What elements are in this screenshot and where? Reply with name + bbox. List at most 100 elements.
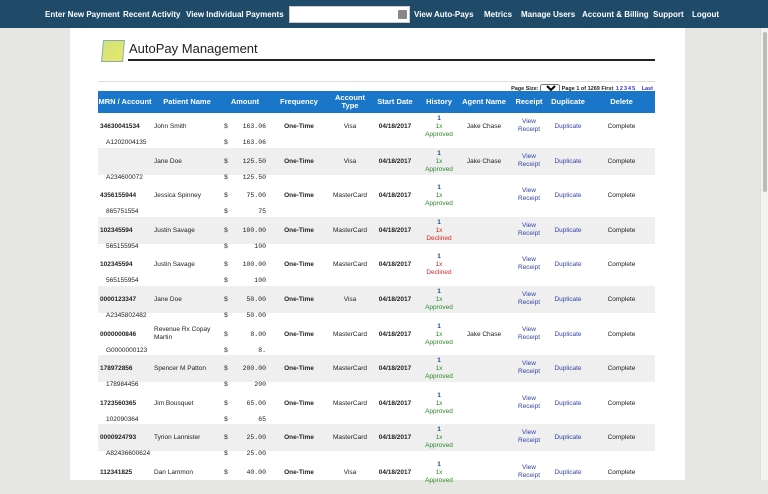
table-row: 4356155944 865751554 Jessica Spinney $75.00… — [98, 182, 655, 217]
duplicate-link[interactable]: Duplicate — [554, 226, 582, 234]
nav-logout[interactable]: Logout — [692, 10, 720, 19]
view-receipt-link[interactable]: View Receipt — [517, 221, 541, 237]
nav-manage-users[interactable]: Manage Users — [521, 10, 576, 19]
history-h2: 1x — [435, 192, 443, 200]
account-number: A82436600624 — [106, 450, 151, 458]
duplicate-link[interactable]: Duplicate — [554, 330, 582, 338]
frequency: One-Time — [284, 226, 314, 234]
view-receipt-link[interactable]: View Receipt — [517, 429, 541, 445]
autopay-table: 34630041534 A1202004135 John Smith $163.06 $… — [98, 113, 655, 494]
view-receipt-link[interactable]: View Receipt — [517, 394, 541, 410]
delete-status: Complete — [607, 434, 636, 442]
history-status: Approved — [425, 200, 453, 208]
column-header: Duplicate — [551, 97, 585, 106]
nav-recent-activity[interactable]: Recent Activity — [123, 10, 181, 19]
table-row: 102345594 565155954 Justin Savage $100.00 $1… — [98, 251, 655, 286]
nav-enter-new-payment[interactable]: Enter New Payment — [45, 10, 120, 19]
nav-support[interactable]: Support — [653, 10, 684, 19]
currency-symbol: $ — [224, 346, 228, 354]
history: 1 1x Approved — [420, 392, 458, 416]
nav-metrics[interactable]: Metrics — [484, 10, 513, 19]
table-row: 34630041534 A1202004135 John Smith $163.06 $… — [98, 113, 655, 148]
amount-secondary: 8. — [258, 346, 266, 354]
history-h2: 1x — [435, 123, 443, 130]
amount: 25.00 — [246, 434, 266, 442]
view-receipt-link[interactable]: View Receipt — [517, 118, 541, 133]
delete-status: Complete — [607, 157, 636, 165]
history-status: Approved — [425, 407, 453, 415]
page-link-1[interactable]: 1 — [615, 86, 619, 92]
frequency: One-Time — [284, 261, 314, 269]
nav-view-auto-pays[interactable]: View Auto-Pays — [414, 10, 474, 19]
start-date: 04/18/2017 — [378, 365, 412, 373]
page-title: AutoPay Management — [129, 41, 258, 56]
currency-symbol: $ — [224, 123, 228, 130]
history: 1 1x Approved — [420, 150, 458, 174]
scrollbar[interactable] — [760, 28, 768, 480]
search-icon[interactable] — [398, 10, 407, 19]
page-size-label: Page Size: — [511, 86, 539, 92]
amount-secondary: 125.50 — [242, 173, 266, 181]
nav-account-billing[interactable]: Account & Billing — [582, 10, 649, 19]
currency-symbol: $ — [224, 295, 228, 303]
account-number: A234600072 — [106, 173, 143, 181]
delete-status: Complete — [607, 365, 636, 373]
nav-view-individual-payments[interactable]: View Individual Payments — [186, 10, 284, 19]
view-receipt-link[interactable]: View Receipt — [517, 463, 541, 479]
duplicate-link[interactable]: Duplicate — [554, 157, 582, 165]
history: 1 1x Approved — [420, 357, 458, 381]
table-row: 112341825 Dan Lammon $40.00 One-Time Visa 04/… — [98, 459, 655, 494]
account-type: MasterCard — [333, 226, 367, 234]
duplicate-link[interactable]: Duplicate — [554, 365, 582, 373]
page-link-5[interactable]: 5 — [632, 86, 636, 92]
patient-name: Justin Savage — [154, 226, 195, 234]
view-receipt-link[interactable]: View Receipt — [517, 325, 541, 341]
view-receipt-link[interactable]: View Receipt — [517, 152, 541, 168]
frequency: One-Time — [284, 434, 314, 442]
account-type: Visa — [343, 157, 357, 165]
duplicate-link[interactable]: Duplicate — [554, 468, 582, 476]
history: 1 1x Approved — [420, 426, 458, 450]
column-header: Account Type — [335, 93, 365, 110]
duplicate-link[interactable]: Duplicate — [554, 434, 582, 442]
scrollbar-thumb[interactable] — [763, 32, 767, 192]
search-input[interactable] — [289, 6, 410, 23]
page-link-2[interactable]: 2 — [619, 86, 623, 92]
view-receipt-link[interactable]: View Receipt — [517, 187, 541, 203]
account-type: MasterCard — [333, 399, 367, 407]
patient-name: Spencer M Patton — [154, 365, 207, 373]
duplicate-link[interactable]: Duplicate — [554, 295, 582, 303]
account-number: 565155954 — [106, 242, 139, 250]
duplicate-link[interactable]: Duplicate — [554, 261, 582, 269]
mrn: 34630041534 — [100, 123, 140, 130]
column-header: Start Date — [377, 97, 413, 106]
start-date: 04/18/2017 — [378, 192, 412, 200]
currency-symbol: $ — [224, 226, 228, 234]
currency-symbol: $ — [224, 415, 228, 423]
frequency: One-Time — [284, 330, 314, 338]
first-link[interactable]: First — [601, 86, 614, 92]
view-receipt-link[interactable]: View Receipt — [517, 290, 541, 306]
mrn: 0000123347 — [100, 295, 137, 303]
view-receipt-link[interactable]: View Receipt — [517, 360, 541, 376]
duplicate-link[interactable]: Duplicate — [554, 192, 582, 200]
table-row: 0000000846 G0000000123 Revenue Rx Copay Ma… — [98, 321, 655, 356]
start-date: 04/18/2017 — [378, 468, 412, 476]
history-h2: 1x — [435, 434, 443, 442]
column-header: Patient Name — [163, 97, 211, 106]
duplicate-link[interactable]: Duplicate — [554, 123, 582, 130]
history-h2: 1x — [435, 226, 443, 234]
duplicate-link[interactable]: Duplicate — [554, 399, 582, 407]
table-row: 1723560365 102090364 Jim Bousquet $65.00 $65… — [98, 390, 655, 425]
last-link[interactable]: Last — [641, 86, 653, 92]
start-date: 04/18/2017 — [378, 434, 412, 442]
view-receipt-link[interactable]: View Receipt — [517, 256, 541, 272]
account-type: Visa — [343, 468, 357, 476]
history-h1: 1 — [437, 184, 441, 192]
amount: 75.00 — [246, 192, 266, 200]
start-date: 04/18/2017 — [378, 330, 412, 338]
frequency: One-Time — [284, 295, 314, 303]
page-link-3[interactable]: 3 — [623, 86, 628, 92]
page-link-4[interactable]: 4 — [628, 86, 632, 92]
currency-symbol: $ — [224, 381, 228, 389]
